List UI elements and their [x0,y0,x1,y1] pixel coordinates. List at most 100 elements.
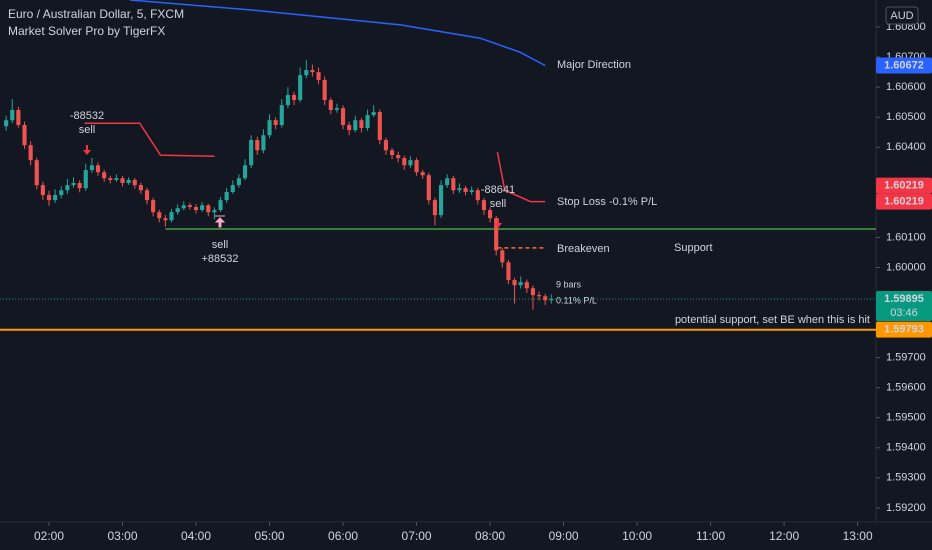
candle-body [389,150,395,156]
candle-body [353,120,358,131]
y-tick-label: 1.59500 [886,412,926,424]
candle-body [53,195,58,201]
candle-body [114,178,119,181]
signal-label: +88532 [201,253,238,265]
y-tick-label: 1.59400 [886,442,926,454]
candle-body [249,140,254,166]
candle-body [359,120,364,129]
x-tick-label: 07:00 [402,529,432,543]
signal-label: sell [490,198,507,210]
x-tick-label: 13:00 [843,529,873,543]
candle-body [316,72,321,80]
candle-body [59,190,64,196]
signal-label: sell [212,239,229,251]
candle-body [334,108,339,110]
line-label: Major Direction [557,59,631,71]
candle-body [549,299,554,301]
countdown: 03:46 [890,307,918,319]
candle-body [439,185,444,216]
candle-body [518,282,523,286]
buy-arrow [214,215,226,228]
candle-body [40,185,45,196]
y-tick-label: 1.60500 [886,111,926,123]
signal-label: -88641 [481,184,515,196]
candle-body [426,175,431,201]
candle-body [4,120,9,127]
candle-body [181,205,186,209]
candle-body [108,178,113,181]
price-badge [876,193,932,210]
candle-body [524,282,529,289]
candle-body [537,295,542,297]
price-badge [876,57,932,74]
line-label: Stop Loss -0.1% P/L [557,196,657,208]
trade-stat: 9 bars [556,279,582,289]
candle-body [46,195,52,201]
candle-body [328,100,333,110]
candle-body [365,115,370,129]
sell-arrow [494,218,502,228]
candle-body [512,280,517,286]
candle-body [279,105,284,126]
candle-body [95,165,101,173]
chart-title: Euro / Australian Dollar, 5, FXCM [8,7,184,21]
signal-label: sell [79,124,96,136]
candle-body [420,172,425,176]
indicator-line [496,151,546,203]
y-tick-label: 1.60100 [886,231,926,243]
x-tick-label: 11:00 [696,529,725,543]
candle-body [475,190,480,201]
candle-body [89,165,94,171]
candle-body [169,212,174,221]
candle-body [481,200,487,211]
candle-body [187,205,192,208]
candle-body [285,94,290,106]
trade-stat: 0.11% P/L [556,295,597,305]
candle-body [212,210,217,213]
price-badge [876,291,932,322]
candle-body [224,192,229,201]
price-badge [876,321,932,338]
indicator-line [84,122,215,158]
candle-body [506,262,511,281]
candle-body [396,155,401,159]
candle-body [500,250,505,263]
candle-body [144,190,150,201]
y-tick-label: 1.60800 [886,21,926,33]
x-tick-label: 05:00 [255,529,285,543]
candle-body [463,188,468,193]
candle-body [138,185,143,191]
price-badge-label: 1.60672 [884,59,924,71]
candle-body [218,200,223,211]
y-tick-label: 1.60600 [886,81,926,93]
candle-body [65,185,70,191]
x-tick-label: 06:00 [328,529,358,543]
candle-body [22,125,27,146]
candle-body [83,170,88,189]
candle-body [298,75,303,101]
y-tick-label: 1.59200 [886,502,926,514]
candle-body [157,212,162,219]
candle-body [28,145,33,161]
candle-body [408,160,413,166]
price-badge-label: 1.59793 [884,324,924,336]
candle-body [77,183,82,189]
candle-body [267,120,272,136]
candle-body [304,70,309,76]
candle-body [457,188,462,191]
indicator-name: Market Solver Pro by TigerFX [8,24,165,38]
candle-body [347,125,352,131]
candle-body [126,180,131,184]
candle-body [200,205,205,211]
candle-body [469,190,474,193]
candle-body [175,208,180,213]
candle-body [494,218,499,251]
currency-label: AUD [890,10,913,22]
line-label: Breakeven [557,243,610,255]
candle-body [10,109,15,121]
line-label: Support [674,242,713,254]
candle-body [291,94,297,101]
candle-body [206,205,211,213]
candle-body [151,200,156,213]
candle-body [132,180,137,186]
